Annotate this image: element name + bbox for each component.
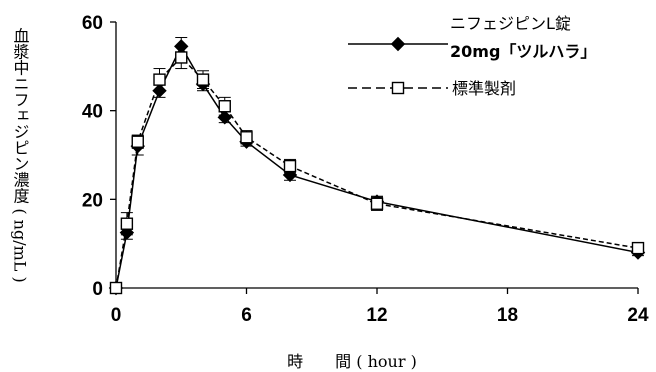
legend-label-1a: ニフェジピンL錠 bbox=[450, 14, 571, 33]
data-point-square bbox=[196, 73, 210, 86]
y-tick-label: 60 bbox=[82, 13, 103, 34]
data-point-square bbox=[120, 217, 134, 230]
data-point-square bbox=[391, 81, 405, 95]
data-point-square bbox=[631, 241, 645, 255]
data-point-square bbox=[370, 197, 384, 210]
x-tick-label: 0 bbox=[111, 305, 122, 326]
data-point-square bbox=[283, 159, 297, 173]
data-point-square bbox=[131, 135, 144, 148]
series-line bbox=[115, 56, 639, 289]
legend: ニフェジピンL錠 20mg「ツルハラ」標準製剤 bbox=[348, 14, 596, 98]
x-tick-label: 18 bbox=[497, 305, 518, 326]
series-1 bbox=[108, 37, 646, 296]
series-layer bbox=[108, 37, 646, 296]
y-tick-label: 0 bbox=[92, 279, 103, 300]
data-point-square bbox=[153, 73, 166, 86]
data-point-diamond bbox=[390, 36, 406, 52]
y-axis-label: 血漿中ニフェジピン濃度 ( ng/mL ) bbox=[11, 27, 30, 282]
series-2 bbox=[109, 45, 645, 295]
x-tick-label: 6 bbox=[241, 305, 252, 326]
data-point-square bbox=[218, 100, 231, 113]
series-line bbox=[115, 44, 639, 289]
data-point-square bbox=[240, 131, 253, 144]
legend-label-2: 標準製剤 bbox=[452, 79, 516, 98]
data-point-square bbox=[109, 281, 123, 295]
y-tick-label: 20 bbox=[82, 190, 103, 211]
x-axis-label: 時 間 ( hour ) bbox=[287, 352, 417, 371]
y-tick-label: 40 bbox=[82, 102, 103, 123]
axes: 0 20 40 60 0 6 12 18 24 bbox=[82, 13, 649, 326]
legend-label-1b: 20mg「ツルハラ」 bbox=[450, 42, 596, 61]
data-point-square bbox=[175, 51, 188, 64]
x-tick-label: 12 bbox=[366, 305, 387, 326]
x-tick-label: 24 bbox=[627, 305, 649, 326]
